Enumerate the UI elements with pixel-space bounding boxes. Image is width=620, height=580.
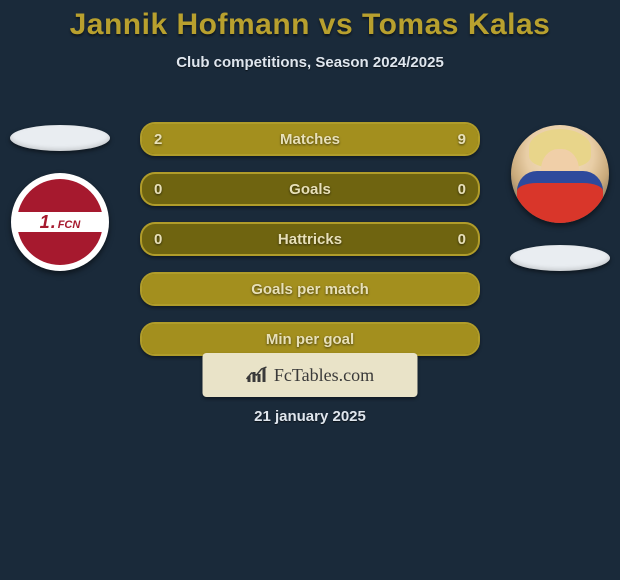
fcn-logo-text: 1 . FCN xyxy=(40,213,81,231)
page-subtitle: Club competitions, Season 2024/2025 xyxy=(0,54,620,71)
fcn-logo-dot: . xyxy=(51,213,56,231)
player-right-name-oval xyxy=(510,245,610,271)
stat-value-right: 0 xyxy=(458,174,466,204)
player-shirt xyxy=(517,171,603,223)
date-label: 21 january 2025 xyxy=(0,408,620,425)
stat-row: Goals per match xyxy=(140,272,480,306)
stat-fill-full xyxy=(142,274,478,304)
stat-fill-left xyxy=(142,124,202,154)
stat-row: 0 0Hattricks xyxy=(140,222,480,256)
player-right-photo xyxy=(511,125,609,223)
branding-badge[interactable]: FcTables.com xyxy=(203,353,418,397)
stats-panel: 29Matches00Goals00HattricksGoals per mat… xyxy=(140,122,480,372)
chart-icon xyxy=(246,366,268,384)
player-left-logo: 1 . FCN xyxy=(11,173,109,271)
player-left-block: 1 . FCN xyxy=(10,125,110,271)
stat-row: 0 0Goals xyxy=(140,172,480,206)
stat-value-left: 0 xyxy=(154,224,162,254)
player-right-block xyxy=(510,125,610,271)
fcn-logo-fcn: FCN xyxy=(58,220,81,231)
branding-text: FcTables.com xyxy=(274,365,374,386)
fcn-logo-one: 1 xyxy=(40,213,50,231)
stat-fill-right xyxy=(202,124,478,154)
fcn-logo-inner: 1 . FCN xyxy=(17,179,103,265)
stat-row: 29Matches xyxy=(140,122,480,156)
page-title: Jannik Hofmann vs Tomas Kalas xyxy=(0,0,620,42)
stat-label: Hattricks xyxy=(142,224,478,254)
stat-fill-full xyxy=(142,324,478,354)
player-left-name-oval xyxy=(10,125,110,151)
comparison-card: Jannik Hofmann vs Tomas Kalas Club compe… xyxy=(0,0,620,580)
stat-label: Goals xyxy=(142,174,478,204)
stat-value-left: 0 xyxy=(154,174,162,204)
stat-value-right: 0 xyxy=(458,224,466,254)
stat-row: Min per goal xyxy=(140,322,480,356)
